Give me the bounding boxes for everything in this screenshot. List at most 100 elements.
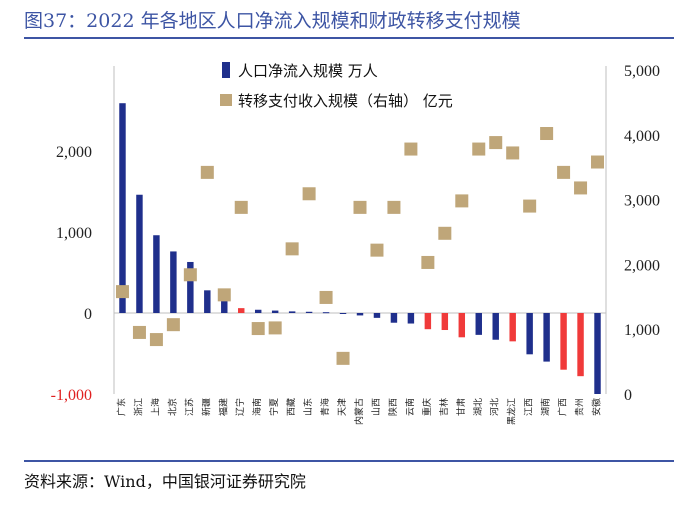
category-label: 云南 [404,398,416,416]
category-label: 黑龙江 [506,398,518,425]
bar-黑龙江 [509,313,516,342]
bar-吉林 [441,313,449,331]
bar-内蒙古 [356,313,364,316]
marker-山东 [302,187,316,201]
figure-title: 图37：2022 年各地区人口净流入规模和财政转移支付规模 [24,10,521,32]
marker-江西 [523,199,537,213]
left-tick-label: -1,000 [51,387,92,404]
marker-贵州 [574,181,588,195]
marker-内蒙古 [353,200,367,214]
right-tick-label: 2,000 [624,257,660,274]
marker-青海 [319,290,333,304]
bar-山西 [373,313,381,318]
marker-浙江 [132,325,146,339]
bar-贵州 [577,313,584,377]
bar-西藏 [288,311,296,313]
marker-吉林 [438,226,452,240]
marker-安徽 [591,155,605,169]
tick-labels: -1,000 0 1,000 2,000 0 1,000 2,000 3,000 4,000 5,… [51,63,660,404]
category-label: 贵州 [574,398,586,416]
right-tick-label: 5,000 [624,63,660,80]
bar-甘肃 [458,313,466,338]
marker-甘肃 [455,194,469,208]
right-tick-label: 1,000 [624,322,660,339]
bar-福建 [221,295,228,313]
marker-海南 [251,322,265,336]
category-label: 吉林 [438,398,450,416]
bar-湖北 [475,313,482,335]
category-label: 内蒙古 [353,398,365,425]
category-label: 北京 [166,398,178,416]
bar-新疆 [204,290,211,313]
bar-series [119,103,601,394]
marker-黑龙江 [506,146,520,160]
marker-江苏 [183,268,197,282]
category-label: 广西 [557,398,569,416]
bar-广西 [560,313,567,370]
marker-广东 [115,285,129,299]
category-label: 福建 [217,398,229,416]
category-label: 甘肃 [455,398,467,416]
bar-辽宁 [238,308,245,313]
legend-label-transfer: 转移支付收入规模（右轴） 亿元 [238,92,453,110]
marker-陕西 [387,200,401,214]
marker-上海 [149,333,163,347]
marker-天津 [336,351,350,365]
legend-label-population: 人口净流入规模 万人 [238,62,378,80]
bar-山东 [305,311,313,313]
bar-北京 [170,251,177,313]
marker-新疆 [200,165,214,179]
bar-广东 [119,103,126,314]
marker-series [115,127,605,365]
right-tick-label: 0 [624,387,632,404]
legend: 人口净流入规模 万人 转移支付收入规模（右轴） 亿元 [220,62,453,110]
source-rule [24,460,674,462]
legend-swatch-transfer [220,94,232,106]
category-label: 安徽 [591,398,603,416]
category-label: 河北 [489,398,501,416]
marker-河北 [489,136,503,150]
bar-云南 [407,313,415,324]
category-labels: 广东 浙江 上海 北京 江苏 新疆 福建 辽宁 海南 宁夏 西藏 山东 青海 天津 内蒙古 山西 陕西 云南 重庆吉… [115,398,602,425]
bar-河北 [492,313,499,340]
marker-福建 [217,288,231,302]
marker-湖南 [540,127,554,141]
bar-天津 [339,313,347,314]
left-tick-label: 2,000 [56,144,92,161]
category-label: 辽宁 [234,398,246,416]
category-label: 山东 [302,398,314,416]
category-label: 上海 [149,398,161,416]
bar-海南 [254,309,262,313]
bar-陕西 [390,313,398,323]
category-label: 海南 [251,398,263,416]
bar-重庆 [424,313,432,330]
category-label: 新疆 [200,398,212,416]
source-note: 资料来源：Wind，中国银河证券研究院 [24,472,306,491]
bar-湖南 [543,313,550,362]
bar-江苏 [187,261,194,313]
category-label: 湖南 [540,398,552,416]
bar-宁夏 [271,310,279,313]
marker-北京 [166,318,180,332]
category-label: 浙江 [132,398,144,416]
category-label: 青海 [319,398,331,416]
bar-青海 [322,312,330,314]
bar-安徽 [594,313,601,394]
marker-云南 [404,142,418,156]
marker-湖北 [472,142,486,156]
category-label: 山西 [371,398,382,416]
left-tick-label: 1,000 [56,225,92,242]
right-tick-label: 3,000 [624,193,660,210]
left-tick-label: 0 [84,306,92,323]
bar-江西 [526,313,533,355]
category-label: 湖北 [473,398,484,416]
category-label: 江苏 [183,398,195,416]
marker-西藏 [285,242,299,256]
category-label: 陕西 [387,398,399,416]
category-label: 天津 [337,398,348,416]
category-label: 重庆 [421,398,433,416]
category-label: 广东 [115,398,127,416]
category-label: 宁夏 [268,398,280,416]
bar-上海 [153,235,160,313]
marker-广西 [557,165,571,179]
